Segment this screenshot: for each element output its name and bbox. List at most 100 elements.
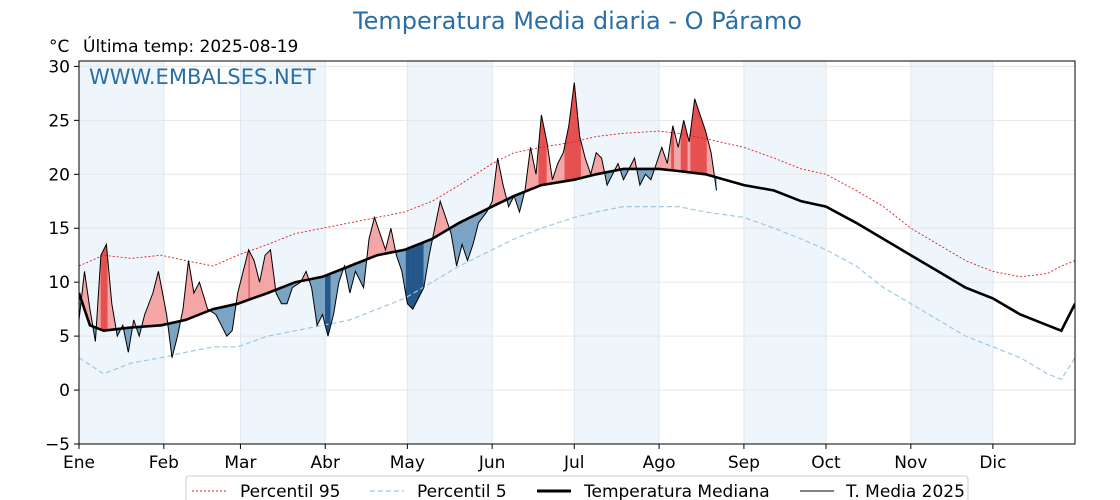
month-band	[743, 61, 826, 444]
above-median-fill	[196, 284, 199, 316]
below-median-fill	[415, 244, 418, 304]
legend-label-p95: Percentil 95	[240, 482, 340, 500]
below-median-fill	[331, 272, 334, 320]
month-band	[79, 61, 164, 444]
x-tick-label: Sep	[728, 453, 760, 473]
y-tick-label: 5	[59, 327, 70, 347]
month-band	[240, 61, 326, 444]
below-median-fill	[325, 274, 327, 331]
above-median-fill	[248, 249, 251, 301]
above-median-fill	[268, 249, 271, 293]
below-median-fill	[284, 285, 286, 304]
below-median-fill	[467, 217, 470, 261]
y-tick-label: 20	[48, 165, 70, 185]
x-tick-label: Jul	[563, 453, 585, 473]
y-axis: −5 0 5 10 15 20 25 30	[45, 57, 79, 455]
above-median-fill	[375, 221, 378, 257]
above-median-fill	[267, 250, 270, 294]
above-median-fill	[699, 114, 702, 175]
above-median-fill	[103, 247, 106, 331]
above-median-fill	[374, 217, 377, 257]
above-median-fill	[252, 257, 255, 299]
below-median-fill	[465, 218, 468, 261]
above-median-fill	[598, 154, 601, 174]
watermark: WWW.EMBALSES.NET	[89, 65, 316, 89]
below-median-fill	[420, 242, 423, 294]
below-median-fill	[330, 272, 333, 326]
above-median-fill	[560, 155, 563, 183]
below-median-fill	[419, 243, 422, 296]
y-tick-label: 10	[48, 273, 70, 293]
above-median-fill	[104, 244, 107, 331]
y-unit-label: °C	[49, 37, 70, 57]
above-median-fill	[701, 118, 704, 175]
x-tick-label: Oct	[811, 453, 841, 473]
above-median-fill	[541, 114, 543, 186]
below-median-fill	[409, 246, 412, 309]
above-median-fill	[542, 121, 545, 186]
above-median-fill	[702, 122, 705, 175]
above-median-fill	[704, 127, 706, 175]
above-median-fill	[247, 249, 249, 301]
above-median-fill	[567, 125, 569, 182]
month-bands	[79, 61, 993, 444]
above-median-fill	[156, 271, 159, 326]
legend: Percentil 95 Percentil 5 Temperatura Med…	[185, 475, 969, 500]
above-median-fill	[155, 276, 158, 326]
x-tick-label: Mar	[224, 453, 256, 473]
below-median-fill	[223, 306, 226, 334]
legend-label-median: Temperatura Mediana	[583, 482, 770, 500]
below-median-fill	[281, 286, 284, 304]
below-median-fill	[222, 306, 225, 331]
above-median-fill	[698, 110, 701, 174]
below-median-fill	[285, 285, 288, 304]
below-median-fill	[230, 304, 233, 333]
legend-label-p5: Percentil 5	[417, 482, 507, 500]
below-median-fill	[229, 304, 232, 334]
above-median-fill	[266, 252, 269, 294]
above-median-fill	[251, 255, 253, 300]
below-median-fill	[320, 276, 323, 318]
below-median-fill	[464, 219, 467, 257]
below-median-fill	[326, 274, 329, 337]
above-median-fill	[697, 106, 699, 174]
above-median-fill	[245, 255, 248, 302]
below-median-fill	[412, 245, 415, 310]
below-median-fill	[418, 243, 420, 299]
below-median-fill	[422, 241, 424, 291]
last-temp-label: Última temp: 2025-08-19	[83, 37, 299, 57]
above-median-fill	[572, 82, 575, 181]
above-median-fill	[264, 253, 267, 295]
below-median-fill	[411, 246, 414, 310]
above-median-fill	[694, 98, 697, 174]
legend-label-current: T. Media 2025	[845, 482, 965, 500]
x-tick-label: Abr	[311, 453, 340, 473]
series-lines	[79, 82, 1075, 381]
above-median-fill	[684, 125, 687, 173]
series-line-p5	[79, 206, 1075, 381]
series-line-p95	[79, 130, 1075, 278]
y-tick-label: 15	[48, 219, 70, 239]
above-median-fill	[543, 128, 546, 185]
x-tick-label: Feb	[149, 453, 179, 473]
below-median-fill	[323, 275, 326, 326]
y-tick-label: 25	[48, 111, 70, 131]
above-median-fill	[559, 158, 561, 183]
above-median-fill	[561, 152, 564, 182]
x-tick-label: Ene	[63, 453, 95, 473]
above-median-fill	[195, 287, 197, 317]
x-axis: Ene Feb Mar Abr May Jun Jul Ago Sep Oct Nov Dic	[63, 444, 1006, 473]
y-tick-label: −5	[45, 435, 70, 455]
below-median-fill	[468, 217, 471, 257]
above-median-fill	[100, 252, 103, 331]
x-tick-label: May	[390, 453, 425, 473]
below-median-fill	[416, 244, 419, 302]
above-median-fill	[595, 152, 598, 175]
below-median-fill	[225, 305, 227, 337]
below-median-fill	[408, 247, 411, 307]
series-line-median	[79, 167, 1075, 333]
below-median-fill	[327, 273, 330, 337]
y-tick-label: 0	[59, 381, 70, 401]
x-tick-label: Dic	[979, 453, 1006, 473]
